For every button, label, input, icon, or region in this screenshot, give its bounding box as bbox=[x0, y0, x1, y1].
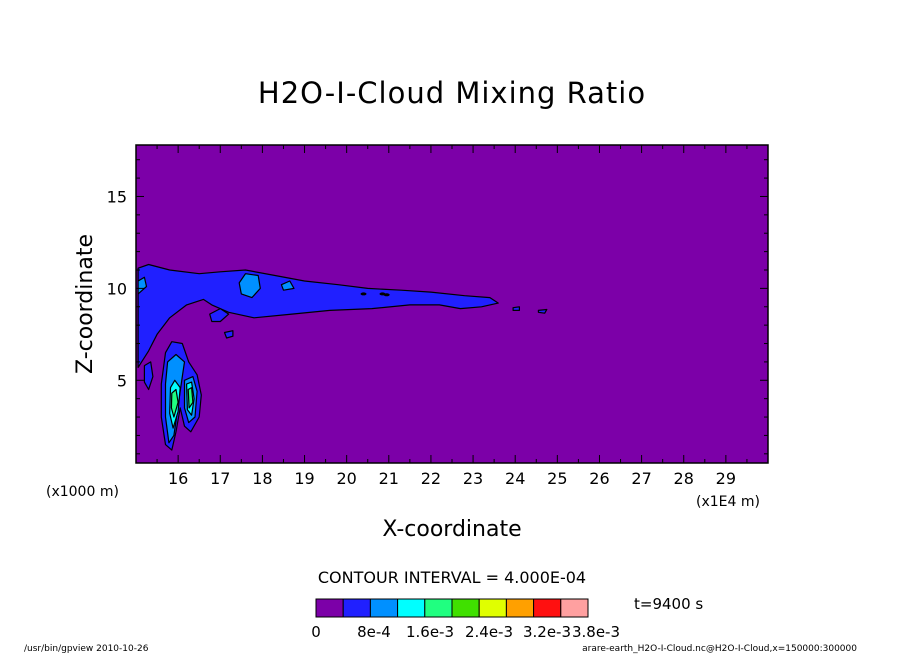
cloud-region-15-level-4 bbox=[170, 388, 179, 418]
colorbar-label-1: 0 bbox=[311, 623, 321, 641]
colorbar-swatch-5 bbox=[424, 598, 453, 618]
footer-right: arare-earth_H2O-I-Cloud.nc@H2O-I-Cloud,x… bbox=[582, 644, 857, 654]
x-tick-label-19: 19 bbox=[294, 469, 314, 488]
x-unit-left: (x1000 m) bbox=[46, 484, 119, 500]
colorbar-swatch-3 bbox=[369, 598, 399, 618]
y-axis-label: Z-coordinate bbox=[73, 234, 98, 374]
colorbar-swatch-1 bbox=[315, 598, 344, 618]
colorbar-swatch-6 bbox=[451, 598, 480, 618]
contour-mark-3 bbox=[383, 293, 390, 297]
y-tick-label-15: 15 bbox=[107, 187, 127, 206]
colorbar-swatch-10 bbox=[560, 598, 589, 618]
contour-marks bbox=[360, 292, 390, 297]
cloud-region-8-level-2 bbox=[238, 273, 261, 299]
x-tick-label-25: 25 bbox=[547, 469, 567, 488]
cloud-region-1-level-1 bbox=[137, 263, 499, 368]
x-tick-label-22: 22 bbox=[421, 469, 441, 488]
x-tick-label-23: 23 bbox=[463, 469, 483, 488]
cloud-region-4-level-1 bbox=[209, 308, 230, 323]
cloud-region-9-level-2 bbox=[280, 280, 295, 291]
colorbar-label-6: 3.8e-3 bbox=[572, 623, 620, 641]
x-tick-label-28: 28 bbox=[674, 469, 694, 488]
x-ticks: 16 17 18 19 20 21 22 23 24 25 26 27 28 29 bbox=[156, 145, 748, 488]
plot-area: 16 17 18 19 20 21 22 23 24 25 26 27 28 29 5 10 15 bbox=[107, 144, 769, 488]
contour-mark-1 bbox=[360, 292, 367, 296]
colorbar-label-4: 2.4e-3 bbox=[465, 623, 513, 641]
y-tick-label-5: 5 bbox=[117, 371, 127, 390]
footer-left: /usr/bin/gpview 2010-10-26 bbox=[24, 644, 149, 654]
colorbar-swatch-7 bbox=[478, 598, 507, 618]
time-label: t=9400 s bbox=[634, 595, 703, 613]
x-unit-right: (x1E4 m) bbox=[696, 494, 760, 510]
x-tick-label-21: 21 bbox=[379, 469, 399, 488]
x-tick-label-17: 17 bbox=[210, 469, 230, 488]
colorbar-label-2: 8e-4 bbox=[357, 623, 391, 641]
cloud-region-5-level-1 bbox=[223, 330, 234, 339]
x-tick-label-24: 24 bbox=[505, 469, 525, 488]
contour-interval-text: CONTOUR INTERVAL = 4.000E-04 bbox=[318, 568, 586, 587]
x-axis-label: X-coordinate bbox=[382, 517, 521, 542]
cloud-regions bbox=[137, 263, 548, 451]
colorbar-label-5: 3.2e-3 bbox=[523, 623, 571, 641]
x-tick-label-18: 18 bbox=[252, 469, 272, 488]
x-tick-label-20: 20 bbox=[336, 469, 356, 488]
colorbar-swatch-2 bbox=[342, 598, 371, 618]
colorbar-labels: 0 8e-4 1.6e-3 2.4e-3 3.2e-3 3.8e-3 bbox=[311, 623, 620, 641]
colorbar-swatch-9 bbox=[533, 598, 562, 618]
cloud-region-6-level-1 bbox=[512, 306, 521, 311]
cloud-region-16-level-4 bbox=[187, 387, 194, 409]
cloud-region-7-level-1 bbox=[537, 308, 548, 314]
colorbar bbox=[315, 598, 589, 618]
x-tick-label-27: 27 bbox=[631, 469, 651, 488]
colorbar-label-3: 1.6e-3 bbox=[406, 623, 454, 641]
y-ticks: 5 10 15 bbox=[107, 159, 768, 455]
x-tick-label-26: 26 bbox=[589, 469, 609, 488]
cloud-region-3-level-1 bbox=[143, 361, 154, 391]
x-tick-label-29: 29 bbox=[716, 469, 736, 488]
cloud-region-10-level-2 bbox=[137, 276, 148, 295]
chart-title: H2O-I-Cloud Mixing Ratio bbox=[258, 76, 646, 110]
x-tick-label-16: 16 bbox=[168, 469, 188, 488]
colorbar-swatch-4 bbox=[397, 598, 426, 618]
y-tick-label-10: 10 bbox=[107, 279, 127, 298]
colorbar-swatch-8 bbox=[505, 598, 535, 618]
